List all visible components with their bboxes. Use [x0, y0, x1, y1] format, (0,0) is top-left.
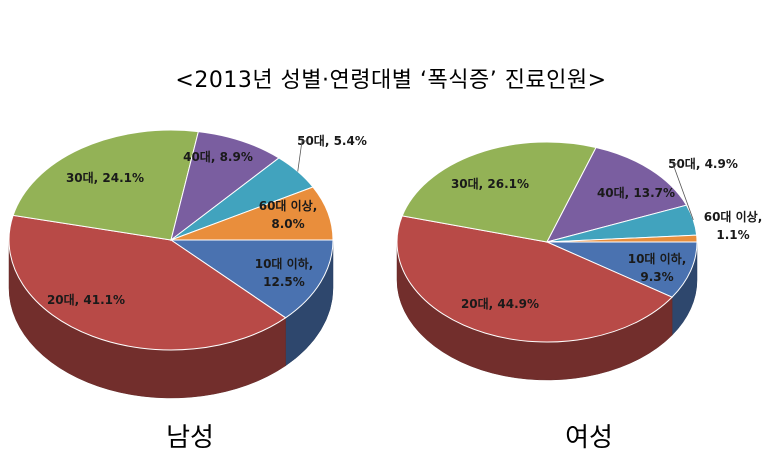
data-label-female-20대: 20대, 44.9%: [461, 297, 539, 311]
pie-chart-male: 10대 이하, 12.5% 20대, 41.1% 30대, 24.1% 40대, 8.9…: [8, 129, 367, 453]
pie-slice-female-30대: [401, 141, 597, 243]
leader-line-female-50대: [672, 163, 694, 221]
chart-title: <2013년 성별·연령대별 ‘폭식증’ 진료인원>: [175, 68, 607, 93]
pie-slice-male-20대: [8, 214, 287, 351]
data-label-female-60대-이상: 60대 이상, 1.1%: [704, 209, 763, 242]
pie-chart-female: 10대 이하, 9.3% 20대, 44.9% 30대, 26.1% 40대, 13.7…: [396, 141, 763, 453]
pie-slice-male-40대: [170, 131, 280, 242]
data-label-male-20대: 20대, 41.1%: [47, 293, 125, 307]
data-label-female-40대: 40대, 13.7%: [597, 186, 675, 200]
pie-slice-female-20대: [396, 215, 673, 343]
pie-slice-female-40대: [546, 146, 688, 243]
pie-slice-male-30대: [12, 129, 199, 241]
data-label-male-40대: 40대, 8.9%: [183, 150, 253, 164]
data-label-male-50대: 50대, 5.4%: [297, 134, 367, 148]
data-label-male-10대-이하: 10대 이하, 12.5%: [255, 256, 314, 289]
data-label-male-30대: 30대, 24.1%: [66, 171, 144, 185]
pie-slice-male-60대-이상: [170, 186, 334, 241]
data-label-female-30대: 30대, 26.1%: [451, 177, 529, 191]
data-label-female-50대: 50대, 4.9%: [668, 157, 738, 171]
leader-line-male-50대: [297, 140, 308, 172]
pie-slice-female-60대-이상: [546, 234, 698, 243]
pie-slice-female-10대-이하: [546, 241, 698, 298]
data-label-male-60대-이상: 60대 이상, 8.0%: [259, 198, 318, 231]
pie-slice-male-10대-이하: [169, 239, 334, 319]
caption-female: 여성: [565, 423, 613, 453]
caption-male: 남성: [166, 423, 214, 453]
data-label-female-10대-이하: 10대 이하, 9.3%: [628, 251, 687, 284]
